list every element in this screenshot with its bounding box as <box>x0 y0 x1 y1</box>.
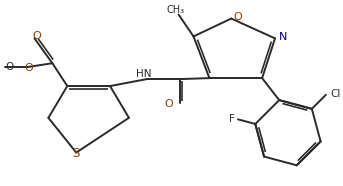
Text: O: O <box>6 62 14 72</box>
Text: CH₃: CH₃ <box>167 5 185 15</box>
Text: F: F <box>229 114 235 124</box>
Text: HN: HN <box>136 69 152 79</box>
Text: O: O <box>164 99 173 109</box>
Text: N: N <box>279 32 287 42</box>
Text: O: O <box>233 12 241 22</box>
Text: O: O <box>32 31 41 41</box>
Text: S: S <box>73 147 80 160</box>
Text: Cl: Cl <box>331 89 341 99</box>
Text: O: O <box>24 63 33 73</box>
